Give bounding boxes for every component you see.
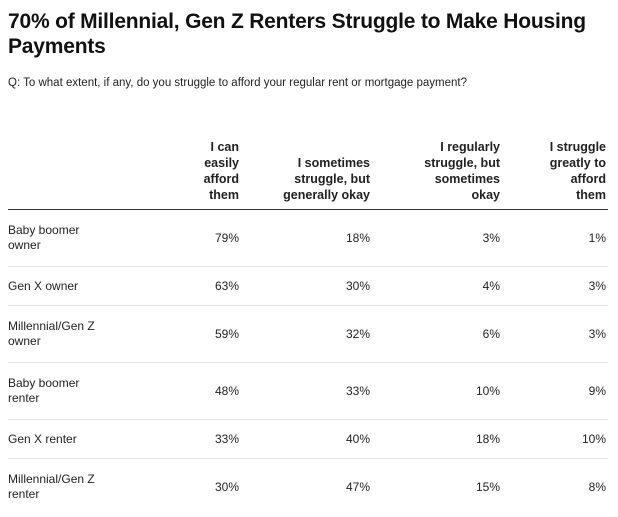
- column-header-regularly-struggle: I regularly struggle, but sometimes okay: [378, 121, 508, 210]
- table-cell: 4%: [378, 266, 508, 306]
- row-label: Gen X renter: [8, 419, 118, 459]
- table-row: Baby boomer renter 48% 33% 10% 9%: [8, 362, 608, 420]
- row-label: Baby boomer renter: [8, 362, 118, 420]
- column-header-easily-afford: I can easily afford them: [118, 121, 243, 210]
- table-cell: 40%: [243, 419, 378, 459]
- table-cell: 32%: [243, 305, 378, 363]
- column-header-sometimes-struggle: I sometimes struggle, but generally okay: [243, 121, 378, 210]
- table-cell: 10%: [508, 419, 608, 459]
- table-cell: 8%: [588, 479, 606, 494]
- table-row: Gen X owner 63% 30% 4% 3%: [8, 266, 608, 306]
- table-cell: 63%: [118, 266, 243, 306]
- row-label: Millennial/Gen Z renter: [8, 472, 95, 501]
- table-header-row: I can easily afford them I sometimes struggl…: [8, 121, 608, 210]
- table-cell: 9%: [508, 362, 608, 420]
- table-cell: 6%: [378, 305, 508, 363]
- table-cell: 1%: [508, 209, 608, 267]
- table-cell: 79%: [118, 209, 243, 267]
- table-cell: 3%: [378, 209, 508, 267]
- table-cell: 59%: [118, 305, 243, 363]
- table-row: Millennial/Gen Z renter 30% 47% 15% 8%: [8, 459, 608, 516]
- table-cell: 15%: [475, 479, 500, 494]
- row-label: Gen X owner: [8, 266, 118, 306]
- table-cell: 3%: [508, 305, 608, 363]
- table-row: Gen X renter 33% 40% 18% 10%: [8, 419, 608, 459]
- table-cell: 30%: [243, 266, 378, 306]
- table-row: Millennial/Gen Z owner 59% 32% 6% 3%: [8, 305, 608, 363]
- table-cell: 33%: [243, 362, 378, 420]
- table-cell: 48%: [118, 362, 243, 420]
- table-cell: 47%: [345, 479, 370, 494]
- table-cell: 3%: [508, 266, 608, 306]
- column-header-struggle-greatly: I struggle greatly to afford them: [508, 121, 608, 210]
- table-cell: 18%: [378, 419, 508, 459]
- table-cell: 10%: [378, 362, 508, 420]
- data-table: I can easily afford them I sometimes struggl…: [8, 121, 608, 515]
- table-cell: 33%: [118, 419, 243, 459]
- chart-subtitle: Q: To what extent, if any, do you strugg…: [8, 77, 467, 89]
- table-cell: 18%: [243, 209, 378, 267]
- row-label: Millennial/Gen Z owner: [8, 305, 118, 363]
- table-row: Baby boomer owner 79% 18% 3% 1%: [8, 209, 608, 267]
- table-cell: 30%: [214, 479, 239, 494]
- row-label: Baby boomer owner: [8, 209, 118, 267]
- chart-title: 70% of Millennial, Gen Z Renters Struggl…: [8, 10, 586, 58]
- column-header-category: [8, 121, 118, 210]
